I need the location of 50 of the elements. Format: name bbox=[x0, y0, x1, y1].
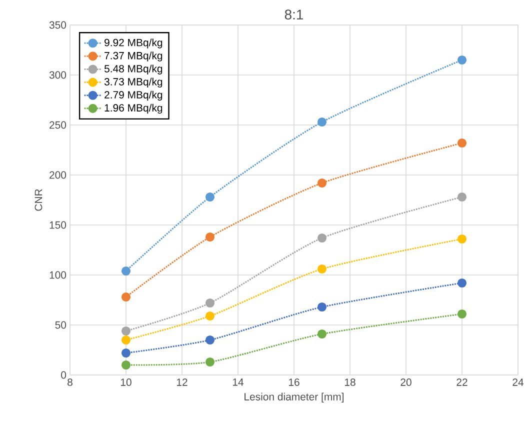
legend-label: 7.37 MBq/kg bbox=[104, 52, 162, 62]
point bbox=[205, 298, 215, 308]
y-tick-label: 250 bbox=[50, 121, 66, 129]
legend-label: 1.96 MBq/kg bbox=[104, 104, 162, 114]
point bbox=[121, 326, 131, 336]
point bbox=[205, 357, 215, 367]
x-tick-label: 16 bbox=[288, 378, 300, 386]
chart-title: 8:1 bbox=[284, 10, 304, 20]
point bbox=[121, 335, 131, 345]
y-tick-label: 200 bbox=[50, 171, 66, 179]
point bbox=[457, 138, 467, 148]
point bbox=[205, 232, 215, 242]
point bbox=[205, 335, 215, 345]
point bbox=[205, 311, 215, 321]
y-tick-label: 300 bbox=[49, 71, 66, 79]
x-tick-label: 10 bbox=[120, 378, 132, 386]
y-tick-label: 150 bbox=[50, 221, 66, 229]
point bbox=[457, 234, 467, 244]
point bbox=[121, 348, 131, 358]
x-tick-label: 8 bbox=[68, 378, 72, 386]
y-tick-label: 100 bbox=[50, 271, 66, 279]
x-tick-label: 20 bbox=[400, 378, 412, 386]
legend-label: 2.79 MBq/kg bbox=[104, 90, 162, 101]
point bbox=[121, 360, 131, 370]
x-tick-label: 12 bbox=[176, 378, 188, 386]
point bbox=[457, 55, 467, 65]
point bbox=[457, 309, 467, 319]
legend-label: 9.92 MBq/kg bbox=[104, 38, 162, 48]
point bbox=[457, 192, 467, 202]
point bbox=[317, 302, 327, 312]
x-tick-label: 14 bbox=[232, 378, 244, 386]
point bbox=[121, 292, 131, 302]
point bbox=[317, 233, 327, 243]
point bbox=[317, 178, 327, 188]
legend-label: 3.73 MBq/kg bbox=[104, 78, 162, 88]
y-tick-label: 50 bbox=[55, 321, 66, 329]
x-axis-title: Lesion diameter [mm] bbox=[244, 392, 344, 403]
y-tick-label: 0 bbox=[61, 371, 66, 379]
x-tick-label: 18 bbox=[344, 378, 356, 386]
point bbox=[121, 266, 131, 276]
x-tick-label: 22 bbox=[456, 378, 468, 386]
point bbox=[205, 192, 215, 202]
legend-label: 5.48 MBq/kg bbox=[104, 64, 162, 74]
point bbox=[317, 264, 327, 274]
x-tick-label: 24 bbox=[512, 378, 524, 386]
point bbox=[317, 117, 327, 127]
y-axis-title: CNR bbox=[34, 189, 42, 211]
y-tick-label: 350 bbox=[49, 21, 66, 29]
point bbox=[457, 278, 467, 288]
point bbox=[317, 329, 327, 339]
